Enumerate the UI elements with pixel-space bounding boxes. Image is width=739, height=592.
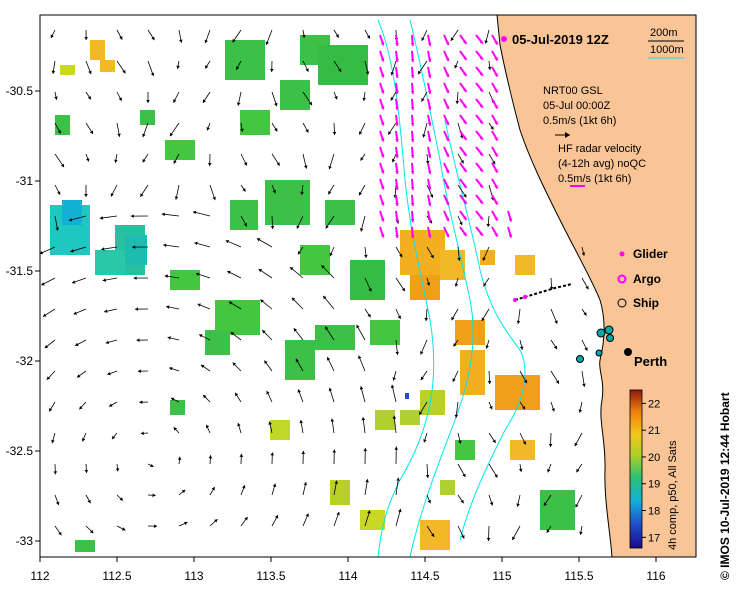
lon-tick-label: 112.5: [102, 569, 131, 583]
svg-text:1000m: 1000m: [650, 44, 684, 56]
argo-icon: [617, 274, 627, 284]
colorbar-label: 4h comp, p50, All Sats: [667, 440, 679, 550]
lat-tick-label: -33: [16, 534, 34, 548]
platform-legend: Glider Argo Ship: [617, 247, 668, 310]
land-mass: [496, 15, 696, 557]
colorbar-tick-label: 17: [648, 532, 660, 544]
svg-text:Ship: Ship: [633, 296, 659, 310]
lon-tick-label: 112: [30, 569, 49, 583]
lon-tick-label: 114.5: [410, 569, 439, 583]
lon-tick-label: 114: [338, 569, 357, 583]
hf-radar-label: HF radar velocity (4-12h avg) noQC 0.5m/…: [558, 143, 646, 187]
isobath-legend: 200m 1000m: [648, 27, 684, 59]
svg-text:0.5m/s (1kt 6h): 0.5m/s (1kt 6h): [543, 115, 616, 127]
colorbar-tick-label: 22: [648, 398, 660, 410]
lon-tick-label: 113: [184, 569, 203, 583]
city-label-perth: Perth: [634, 354, 667, 369]
longitude-ticks: 112 112.5 113 113.5 114 114.5 115 115.5 116: [30, 557, 666, 583]
svg-text:HF radar velocity: HF radar velocity: [558, 143, 642, 155]
lat-tick-label: -32.5: [6, 444, 34, 458]
model-label: NRT00 GSL 05-Jul 00:00Z 0.5m/s (1kt 6h): [543, 85, 616, 138]
colorbar-tick-label: 19: [648, 479, 660, 491]
svg-text:Argo: Argo: [633, 272, 661, 286]
lat-tick-label: -32: [16, 354, 34, 368]
credit-text: © IMOS 10-Jul-2019 12:44 Hobart: [718, 392, 732, 580]
plot-frame: [39, 14, 697, 558]
svg-text:200m: 200m: [650, 27, 678, 39]
colorbar-tick-label: 18: [648, 506, 660, 518]
colorbar-tick-label: 20: [648, 452, 660, 464]
ship-icon: [617, 298, 627, 308]
map-title: 05-Jul-2019 12Z: [512, 32, 609, 47]
svg-text:NRT00 GSL: NRT00 GSL: [543, 85, 603, 97]
isobath-contours: [377, 19, 526, 557]
ship-markers: [576, 325, 632, 363]
model-current-arrows: [40, 29, 589, 542]
lat-tick-label: -31: [16, 174, 34, 188]
title-dot-icon: [501, 36, 507, 42]
colorbar-tick-label: 21: [648, 425, 660, 437]
svg-text:Glider: Glider: [633, 247, 668, 261]
glider-icon: [619, 251, 625, 257]
lon-tick-label: 115: [492, 569, 511, 583]
lon-tick-label: 113.5: [256, 569, 285, 583]
lat-tick-label: -30.5: [6, 84, 34, 98]
svg-text:05-Jul 00:00Z: 05-Jul 00:00Z: [543, 100, 611, 112]
hf-radar-arrows: [379, 34, 513, 239]
colorbar: 17 18 19 20 21 22 4h comp, p50, All Sats: [629, 389, 679, 550]
svg-text:0.5m/s (1kt 6h): 0.5m/s (1kt 6h): [558, 173, 631, 185]
lon-tick-label: 116: [646, 569, 665, 583]
glider-track: [513, 283, 573, 302]
latitude-ticks: -30.5 -31 -31.5 -32 -32.5 -33: [6, 84, 40, 548]
lat-tick-label: -31.5: [6, 264, 34, 278]
sst-patches: [50, 35, 575, 552]
svg-text:(4-12h avg) noQC: (4-12h avg) noQC: [558, 158, 646, 170]
lon-tick-label: 115.5: [564, 569, 593, 583]
